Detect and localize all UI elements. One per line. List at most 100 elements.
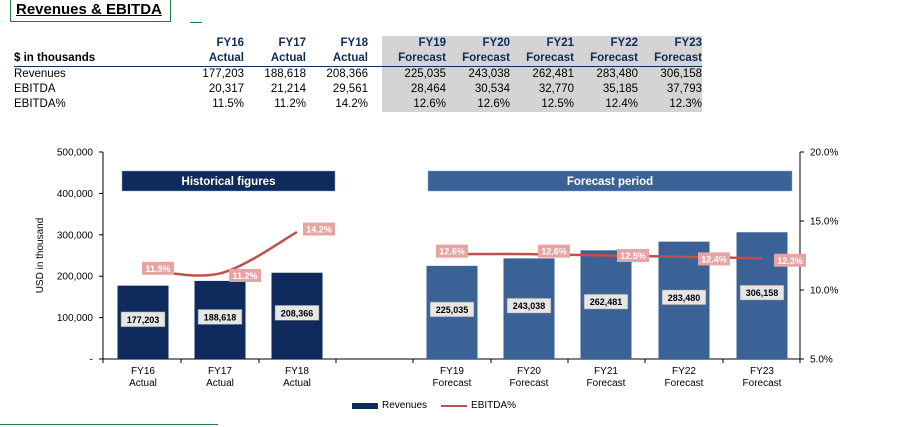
table-header-row-fy: FY16 FY17 FY18 FY19 FY20 FY21 FY22 FY23 — [14, 36, 702, 51]
x-tick-label: Actual — [206, 378, 234, 389]
band-header-label: Forecast period — [567, 176, 653, 188]
y-tick-label: 200,000 — [57, 272, 94, 283]
table-cell: 12.6% — [382, 97, 446, 112]
line-data-label: 12.4% — [701, 254, 727, 264]
table-cell: 28,464 — [382, 82, 446, 97]
col-header-kind: Forecast — [510, 51, 574, 67]
line-data-label-box — [229, 268, 261, 282]
line-data-label-box — [774, 253, 806, 267]
page-title: Revenues & EBITDA — [10, 0, 171, 22]
band-header — [427, 170, 793, 192]
x-tick-label: FY20 — [517, 366, 541, 377]
col-header-kind: Actual — [182, 51, 244, 67]
x-tick-label: Forecast — [587, 378, 626, 389]
y-tick-label: - — [90, 355, 93, 366]
col-header-fy: FY16 — [216, 37, 245, 49]
revenue-ebitda-chart: - 100,000 200,000 300,000 400,000 500,000 5.0%… — [35, 148, 838, 390]
band-header — [121, 170, 336, 192]
y2-tick-label: 15.0% — [810, 217, 838, 228]
col-header-fy: FY23 — [638, 36, 702, 51]
table-cell: 225,035 — [382, 66, 446, 82]
x-tick-label: FY19 — [440, 366, 464, 377]
table-cell: 20,317 — [208, 83, 244, 95]
table-cell: 306,158 — [638, 66, 702, 82]
y2-tick-label: 10.0% — [810, 286, 838, 297]
chart-legend: Revenues EBITDA% — [352, 400, 516, 411]
band-header-label: Historical figures — [182, 176, 276, 188]
bar-data-label-box — [506, 297, 552, 314]
y2-tick-label: 20.0% — [810, 148, 838, 159]
x-tick-label: FY23 — [750, 366, 774, 377]
x-tick-label: FY17 — [208, 366, 232, 377]
col-header-fy: FY18 — [340, 37, 369, 49]
x-tick-label: Actual — [129, 378, 157, 389]
bar-data-label: 177,203 — [127, 315, 160, 325]
line-data-label: 11.2% — [232, 271, 257, 281]
x-tick-label: FY21 — [594, 366, 618, 377]
bar-data-label-box — [739, 284, 785, 301]
col-header-kind: Forecast — [574, 51, 638, 67]
x-tick-label: Forecast — [510, 378, 549, 389]
table-cell: 32,770 — [510, 82, 574, 97]
table-cell: 11.5% — [212, 98, 244, 110]
bar-data-label-box — [661, 289, 707, 306]
bar-data-label: 225,035 — [436, 305, 469, 315]
x-tick-label: Forecast — [433, 378, 472, 389]
table-cell: 283,480 — [574, 66, 638, 82]
x-tick-label: Actual — [283, 378, 311, 389]
line-data-label-box — [617, 249, 649, 262]
table-row-ebitda-pct: EBITDA% 11.5% 11.2% 14.2% 12.6% 12.6% 12… — [14, 97, 702, 112]
col-header-kind: Actual — [306, 51, 368, 67]
y-tick-label: 300,000 — [57, 230, 94, 241]
y2-tick-label: 5.0% — [810, 355, 833, 366]
table-row-revenues: Revenues 177,203 188,618 208,366 225,035… — [14, 66, 702, 82]
line-data-label-box — [303, 222, 335, 236]
x-tick-label: FY18 — [285, 366, 309, 377]
table-cell: 21,214 — [270, 83, 306, 95]
x-tick-label: Forecast — [665, 378, 704, 389]
table-cell: 243,038 — [446, 66, 510, 82]
line-data-label: 12.3% — [777, 256, 803, 266]
col-header-kind: Forecast — [382, 51, 446, 67]
line-data-label: 11.5% — [145, 264, 170, 274]
col-header-fy: FY21 — [510, 36, 574, 51]
table-cell: 14.2% — [335, 98, 368, 110]
unit-label: $ in thousands — [14, 51, 182, 67]
line-data-label-box — [142, 261, 174, 275]
table-cell: 12.4% — [574, 97, 638, 112]
bar-data-label-box — [197, 309, 243, 325]
col-header-kind: Forecast — [446, 51, 510, 67]
col-header-fy: FY19 — [382, 36, 446, 51]
col-header-fy: FY20 — [446, 36, 510, 51]
y-tick-label: 100,000 — [57, 313, 94, 324]
legend-label-ebitda-pct: EBITDA% — [471, 400, 517, 411]
line-data-label: 12.6% — [541, 247, 567, 257]
table-cell: 30,534 — [446, 82, 510, 97]
col-header-kind: Forecast — [638, 51, 702, 67]
table-cell: 188,618 — [264, 68, 306, 80]
x-tick-label: Forecast — [743, 378, 782, 389]
row-label: EBITDA — [14, 83, 56, 95]
bar-data-label: 208,366 — [281, 308, 314, 318]
bar-data-label: 243,038 — [513, 301, 546, 311]
y-tick-label: 400,000 — [57, 189, 94, 200]
line-data-label: 12.5% — [620, 251, 646, 261]
col-header-fy: FY22 — [574, 36, 638, 51]
bottom-divider — [0, 424, 218, 425]
legend-swatch-ebitda-pct — [441, 404, 468, 407]
table-header-row-kind: $ in thousands Actual Actual Actual Fore… — [14, 51, 702, 67]
table-cell: 262,481 — [510, 66, 574, 82]
table-cell: 11.2% — [274, 98, 306, 110]
bar-data-label: 306,158 — [746, 288, 779, 298]
row-label: Revenues — [14, 68, 66, 80]
line-data-label-box — [436, 244, 468, 258]
y-tick-label: 500,000 — [57, 148, 94, 159]
table-cell: 12.6% — [446, 97, 510, 112]
x-tick-label: FY16 — [131, 366, 155, 377]
line-data-label-box — [538, 244, 570, 258]
bar-data-label: 283,480 — [668, 293, 701, 303]
bar-data-label: 188,618 — [204, 312, 237, 322]
y-axis-label: USD in thousand — [35, 218, 46, 294]
line-data-label-box — [698, 252, 730, 266]
financial-table: FY16 FY17 FY18 FY19 FY20 FY21 FY22 FY23 … — [14, 36, 702, 112]
